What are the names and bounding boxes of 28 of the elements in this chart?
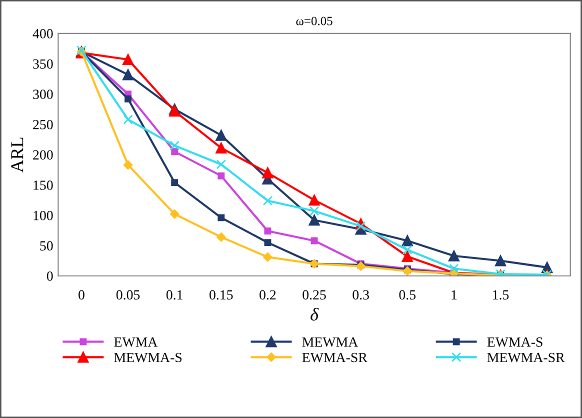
y-tick-label: 100: [34, 210, 53, 220]
legend-label: MEWMA: [302, 337, 358, 347]
y-tick-label: 50: [40, 241, 53, 251]
chart-title: ω=0.05: [296, 16, 332, 26]
x-tick-label: 1.5: [493, 290, 509, 300]
legend-label: EWMA-S: [487, 337, 542, 347]
x-tick-label: 0.25: [302, 290, 326, 300]
legend-label: EWMA: [114, 337, 158, 347]
x-tick-label: 0.15: [210, 290, 233, 300]
y-tick-label: 150: [34, 180, 53, 190]
x-tick-label: 0.05: [116, 290, 140, 300]
x-tick-label: 0.5: [399, 290, 416, 300]
y-tick-label: 0: [46, 271, 53, 281]
y-tick-label: 300: [33, 90, 53, 100]
x-tick-label: 0.1: [166, 290, 182, 300]
legend-label: MEWMA-S: [114, 352, 182, 362]
x-tick-label: 1: [452, 290, 457, 300]
legend-label: MEWMA-SR: [487, 352, 565, 362]
y-tick-label: 350: [33, 59, 53, 69]
x-tick-label: 0.3: [352, 290, 369, 300]
x-axis-title: δ: [310, 308, 319, 321]
x-tick-label: 0: [78, 290, 84, 300]
y-axis-title: ARL: [11, 138, 24, 173]
y-tick-label: 250: [33, 120, 53, 130]
y-tick-label: 200: [33, 150, 53, 160]
legend-label: EWMA-SR: [302, 352, 368, 362]
y-tick-label: 400: [32, 29, 53, 38]
x-tick-label: 0.2: [260, 290, 276, 300]
